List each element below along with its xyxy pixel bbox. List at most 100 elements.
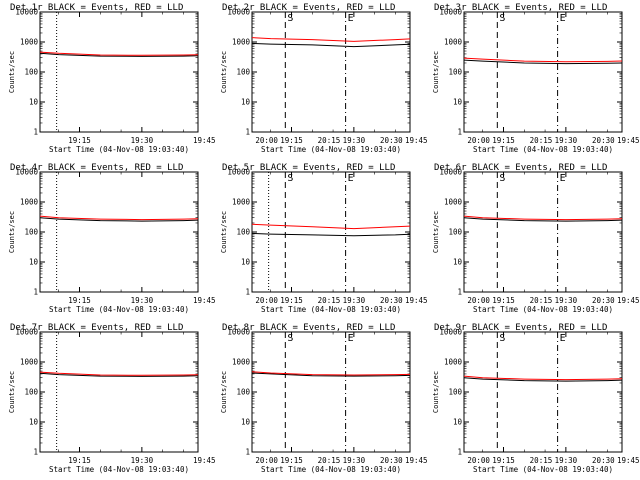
x-tick-label: 19:30 [131,136,154,145]
y-axis-label: Counts/sec [8,51,16,93]
y-tick-label: 10 [241,98,251,107]
axes-frame [463,11,623,133]
events-series-line [40,52,198,57]
x-tick-label: 19:15 [280,296,303,305]
marker-label-e: E [348,173,354,184]
x-tick-label: 19:15 [280,456,303,465]
marker-label-s: S [499,173,505,184]
y-tick-label: 10000 [15,328,38,337]
panel-title: Det 9r BLACK = Events, RED = LLD [434,323,607,333]
y-tick-label: 1000 [20,358,39,367]
y-tick-label: 10000 [439,328,462,337]
y-tick-label: 1000 [232,358,251,367]
panel-5: Det 5r BLACK = Events, RED = LLD 1 10 100 10… [220,163,615,314]
marker-label-s: S [287,13,293,24]
axes-frame [251,331,411,453]
axes-frame [39,11,199,133]
x-axis-label: Start Time (04-Nov-08 19:03:40) [261,145,401,154]
x-tick-label: 19:45 [405,296,428,305]
y-axis-label: Counts/sec [8,211,16,253]
panel-title: Det 7r BLACK = Events, RED = LLD [10,323,183,333]
x-tick-label: 19:15 [280,136,303,145]
lld-series-line [40,215,198,221]
y-tick-label: 10 [29,98,39,107]
lld-series-line [464,375,622,381]
y-tick-label: 10 [453,98,463,107]
y-tick-label: 1000 [444,38,463,47]
events-series-line [40,372,198,377]
axes-frame [463,171,623,293]
x-tick-label: 19:30 [555,296,578,305]
events-series-line [252,42,410,48]
y-tick-label: 10000 [15,168,38,177]
lld-series-line [252,371,410,376]
y-tick-label: 1000 [20,198,39,207]
x-tick-label: 19:45 [193,456,216,465]
y-tick-label: 1 [457,128,462,137]
axes-frame [39,171,199,293]
x-tick-label: 20:30 [592,296,615,305]
y-axis-label: Counts/sec [8,371,16,413]
y-tick-label: 100 [24,68,38,77]
axes-frame [251,11,411,133]
x-tick-label: 20:30 [380,296,403,305]
panel-4: Det 4r BLACK = Events, RED = LLD 1 10 100 10… [8,163,403,314]
marker-label-s: S [499,333,505,344]
x-tick-label: 19:45 [617,456,640,465]
x-tick-label: 19:30 [555,456,578,465]
x-axis-label: Start Time (04-Nov-08 19:03:40) [261,465,401,474]
panel-title: Det 3r BLACK = Events, RED = LLD [434,3,607,13]
x-tick-label: 20:15 [318,136,341,145]
x-tick-label: 20:15 [530,456,553,465]
y-tick-label: 10 [241,418,251,427]
y-tick-label: 1 [457,288,462,297]
x-tick-label: 19:15 [492,456,515,465]
x-tick-label: 20:00 [255,136,278,145]
panel-title: Det 2r BLACK = Events, RED = LLD [222,3,395,13]
marker-label-e: E [348,333,354,344]
panel-2: Det 2r BLACK = Events, RED = LLD 1 10 100 10… [220,3,615,154]
x-axis-label: Start Time (04-Nov-08 19:03:40) [49,305,189,314]
panel-6: Det 6r BLACK = Events, RED = LLD 1 10 100 10… [432,163,640,314]
x-tick-label: 19:30 [131,296,154,305]
y-tick-label: 1000 [232,38,251,47]
panel-7: Det 7r BLACK = Events, RED = LLD 1 10 100 10… [8,323,403,474]
axes-frame [251,171,411,293]
x-tick-label: 20:00 [467,136,490,145]
marker-label-e: E [560,173,566,184]
x-axis-label: Start Time (04-Nov-08 19:03:40) [473,145,613,154]
x-tick-label: 19:15 [492,136,515,145]
y-tick-label: 1000 [444,358,463,367]
events-series-line [252,232,410,237]
y-axis-label: Counts/sec [432,371,440,413]
x-axis-label: Start Time (04-Nov-08 19:03:40) [261,305,401,314]
marker-label-e: E [560,13,566,24]
marker-label-e: E [560,333,566,344]
x-tick-label: 20:15 [318,456,341,465]
lld-series-line [464,57,622,63]
panel-8: Det 8r BLACK = Events, RED = LLD 1 10 100 10… [220,323,615,474]
x-tick-label: 19:15 [68,456,91,465]
lld-series-line [40,51,198,56]
x-tick-label: 20:15 [318,296,341,305]
x-tick-label: 19:30 [343,136,366,145]
y-tick-label: 100 [24,228,38,237]
lld-series-line [40,371,198,376]
y-tick-label: 1 [33,128,38,137]
panel-3: Det 3r BLACK = Events, RED = LLD 1 10 100 10… [432,3,640,154]
x-axis-label: Start Time (04-Nov-08 19:03:40) [473,305,613,314]
panel-1: Det 1r BLACK = Events, RED = LLD 1 10 100 10… [8,3,403,154]
x-tick-label: 19:30 [131,456,154,465]
x-tick-label: 19:15 [68,296,91,305]
marker-label-s: S [287,333,293,344]
panel-title: Det 1r BLACK = Events, RED = LLD [10,3,183,13]
y-tick-label: 1 [33,448,38,457]
y-tick-label: 100 [236,68,250,77]
x-tick-label: 19:45 [617,296,640,305]
y-tick-label: 1000 [444,198,463,207]
y-tick-label: 10000 [439,168,462,177]
y-tick-label: 100 [236,228,250,237]
y-tick-label: 100 [448,228,462,237]
marker-label-s: S [499,13,505,24]
panel-title: Det 4r BLACK = Events, RED = LLD [10,163,183,173]
